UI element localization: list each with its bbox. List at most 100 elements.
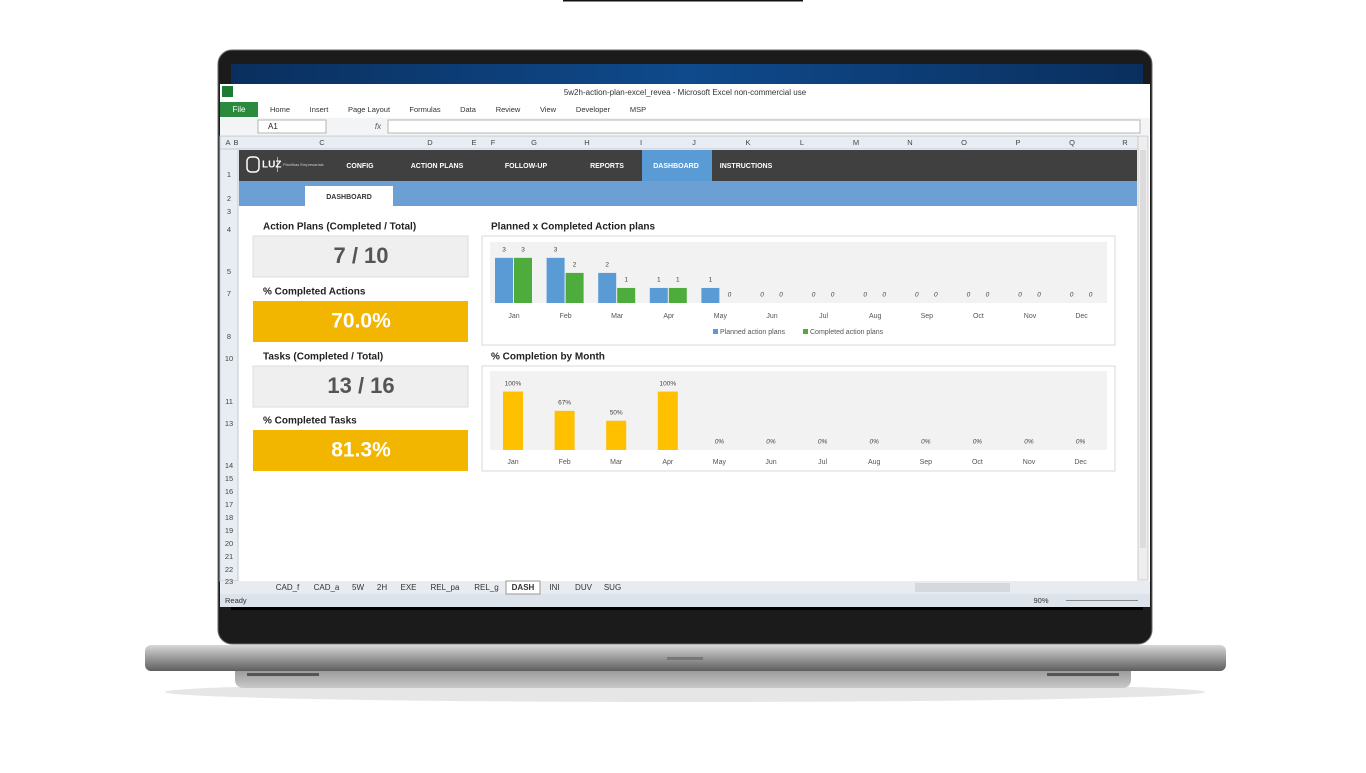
file-button[interactable] [220, 102, 258, 117]
ribbon-tab[interactable]: Insert [310, 105, 330, 114]
row-header[interactable]: 17 [225, 500, 233, 509]
fx-label: fx [375, 122, 382, 131]
kpi-label: Action Plans (Completed / Total) [263, 222, 416, 233]
row-header[interactable]: 21 [225, 552, 233, 561]
column-header[interactable]: R [1122, 138, 1128, 147]
kpi-box [252, 235, 469, 278]
data-label: 3 [502, 247, 506, 254]
row-header[interactable]: 8 [227, 332, 231, 341]
zoom-slider[interactable] [1066, 600, 1138, 601]
column-header[interactable]: J [692, 138, 696, 147]
desktop [231, 64, 1143, 84]
ribbon-tab[interactable]: Developer [576, 105, 611, 114]
row-header[interactable]: 22 [225, 565, 233, 574]
column-header[interactable]: G [531, 138, 537, 147]
sheet-tab[interactable]: DASH [512, 583, 535, 592]
column-header[interactable]: N [907, 138, 912, 147]
data-label: 0 [1089, 292, 1093, 299]
name-box[interactable] [257, 119, 327, 134]
ribbon-tab[interactable]: MSP [630, 105, 646, 114]
nav-item[interactable]: FOLLOW-UP [505, 163, 548, 170]
status-ready: Ready [225, 596, 247, 605]
sheet-tab[interactable]: EXE [400, 583, 416, 592]
nav-item[interactable]: REPORTS [590, 163, 624, 170]
column-header[interactable]: F [491, 138, 496, 147]
row-header[interactable]: 19 [225, 526, 233, 535]
column-header[interactable]: O [961, 138, 967, 147]
bar [565, 272, 584, 303]
column-header[interactable]: L [800, 138, 804, 147]
nav-item[interactable]: ACTION PLANS [411, 163, 464, 170]
ribbon-tab[interactable]: Formulas [409, 105, 441, 114]
row-header[interactable]: 16 [225, 487, 233, 496]
data-label: 3 [554, 247, 558, 254]
data-label: 0% [818, 439, 828, 446]
row-header[interactable]: 23 [225, 577, 233, 586]
sheet-tab[interactable]: CAD_f [276, 583, 300, 592]
ribbon-tab[interactable]: Home [270, 105, 290, 114]
row-header[interactable]: 11 [225, 397, 233, 406]
row-header[interactable]: 14 [225, 461, 233, 470]
category-label: Dec [1074, 459, 1087, 466]
bar [495, 257, 513, 303]
category-label: Aug [869, 313, 882, 320]
row-header[interactable]: 7 [227, 289, 231, 298]
data-label: 1 [657, 277, 661, 284]
data-label: 0 [934, 292, 938, 299]
kpi-box [253, 430, 468, 471]
sub-tab-label[interactable]: DASHBOARD [326, 194, 372, 201]
v-scroll-thumb[interactable] [1140, 150, 1146, 548]
column-header[interactable]: E [471, 138, 476, 147]
row-header[interactable]: 10 [225, 354, 233, 363]
data-label: 0% [921, 439, 931, 446]
category-label: Oct [973, 313, 984, 320]
column-header[interactable]: K [745, 138, 750, 147]
bar [546, 257, 565, 303]
sheet-tab[interactable]: INI [549, 583, 559, 592]
nav-item[interactable]: CONFIG [346, 163, 374, 170]
column-header[interactable]: M [853, 138, 859, 147]
data-label: 2 [605, 262, 609, 269]
h-scroll-thumb[interactable] [915, 583, 1010, 592]
column-header[interactable]: I [640, 138, 642, 147]
file-tab[interactable]: File [233, 105, 246, 114]
column-header[interactable]: Q [1069, 138, 1075, 147]
row-header[interactable]: 2 [227, 194, 231, 203]
status-zoom[interactable]: 90% [1033, 596, 1048, 605]
sheet-tab[interactable]: SUG [604, 583, 621, 592]
row-header[interactable]: 3 [227, 207, 231, 216]
nav-item[interactable]: INSTRUCTIONS [720, 163, 773, 170]
ribbon-tab[interactable]: View [540, 105, 557, 114]
sub-tab[interactable] [305, 186, 393, 206]
category-label: Apr [663, 313, 675, 320]
row-header[interactable]: 20 [225, 539, 233, 548]
sheet-tab[interactable]: 5W [352, 583, 364, 592]
bar [701, 287, 720, 303]
ribbon-tab[interactable]: Page Layout [348, 105, 391, 114]
bar [617, 287, 636, 303]
row-header[interactable]: 15 [225, 474, 233, 483]
sheet-tab[interactable]: REL_g [474, 583, 498, 592]
sheet-tab[interactable]: CAD_a [314, 583, 340, 592]
row-header[interactable]: 1 [227, 170, 231, 179]
data-label: 1 [709, 277, 713, 284]
row-header[interactable]: 4 [227, 225, 231, 234]
nav-item[interactable]: DASHBOARD [653, 163, 699, 170]
column-header[interactable]: H [584, 138, 589, 147]
data-label: 50% [610, 409, 623, 416]
column-header[interactable]: C [319, 138, 325, 147]
ribbon-tab[interactable]: Data [460, 105, 477, 114]
column-header[interactable]: B [233, 138, 238, 147]
column-header[interactable]: P [1015, 138, 1020, 147]
row-header[interactable]: 13 [225, 419, 233, 428]
row-header[interactable]: 18 [225, 513, 233, 522]
column-header[interactable]: A [225, 138, 230, 147]
formula-input[interactable] [387, 119, 1141, 134]
column-header[interactable]: D [427, 138, 433, 147]
sheet-tab[interactable]: 2H [377, 583, 387, 592]
ribbon-tab[interactable]: Review [496, 105, 521, 114]
sheet-tab[interactable]: REL_pa [431, 583, 460, 592]
row-header[interactable]: 5 [227, 267, 231, 276]
sheet-tab[interactable]: DUV [575, 583, 593, 592]
